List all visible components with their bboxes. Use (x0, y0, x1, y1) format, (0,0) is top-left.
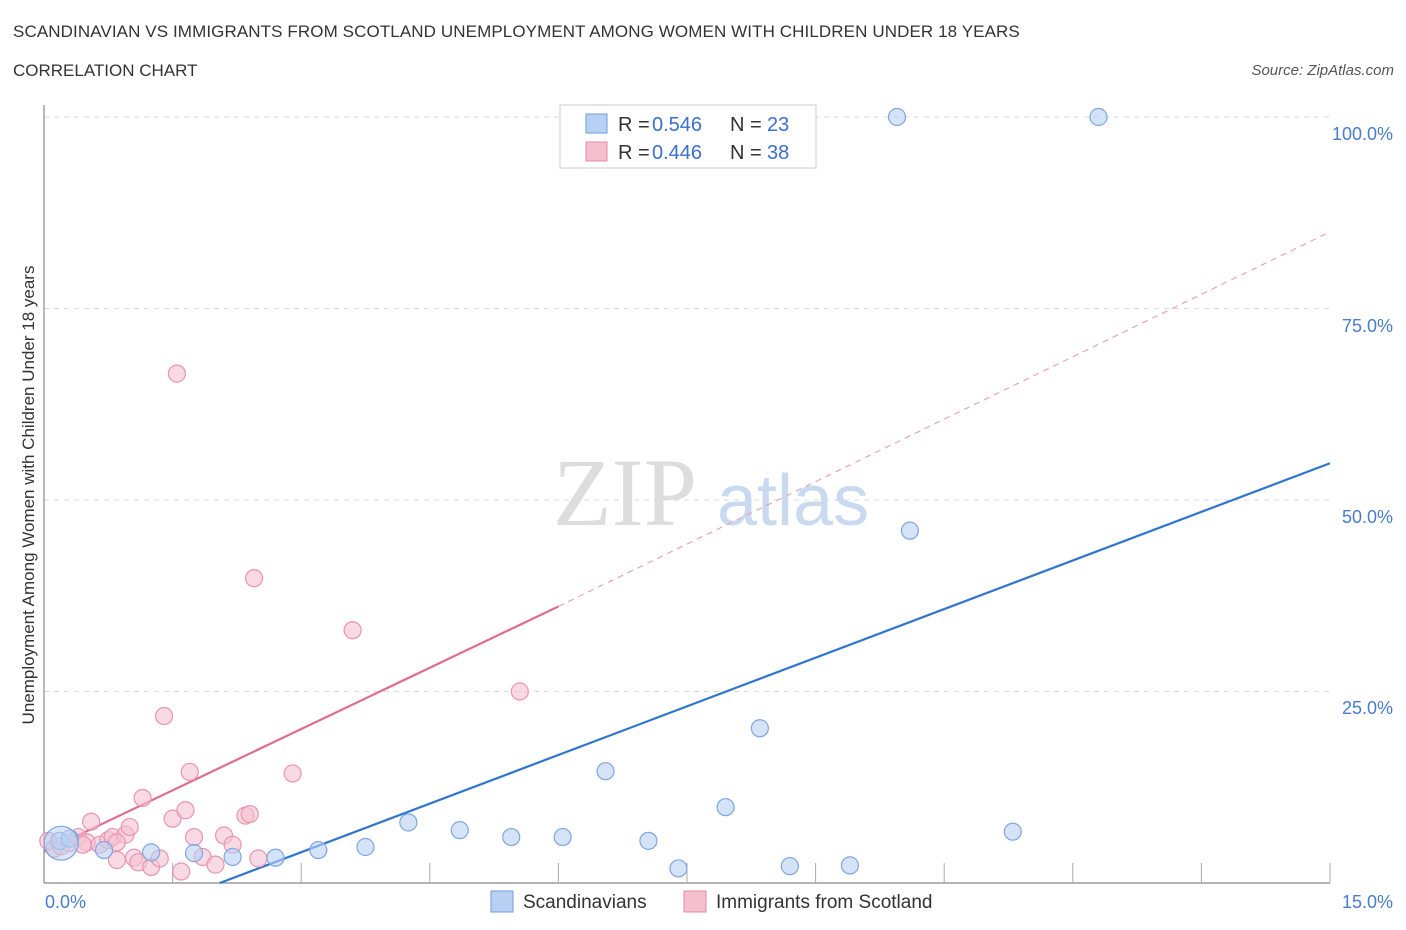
bottom-legend-label-scandinavians: Scandinavians (523, 892, 647, 913)
immigrants-point-18 (154, 706, 174, 726)
immigrants-point-21 (176, 801, 195, 820)
immigrants-point-19 (163, 809, 182, 828)
immigrants-point-32 (249, 849, 268, 868)
scandinavians-point-13 (596, 762, 615, 781)
immigrants-point-6 (82, 812, 101, 831)
y-axis-title: Unemployment Among Women with Children U… (19, 266, 38, 725)
y-tick-labels: 100.0% 75.0% 50.0% 25.0% (1332, 124, 1393, 718)
scandinavians-point-12 (553, 827, 572, 847)
immigrants-point-25 (167, 364, 186, 383)
legend-n-value-pink: 38 (767, 142, 789, 164)
immigrants-point-31 (244, 569, 264, 588)
immigrants-point-15 (133, 788, 152, 808)
scandinavians-point-22 (887, 107, 907, 127)
legend-r-value-blue: 0.546 (652, 114, 702, 136)
chart-title: SCANDINAVIAN VS IMMIGRANTS FROM SCOTLAND… (13, 22, 1020, 41)
legend-swatch-blue (585, 113, 608, 134)
scandinavians-point-20 (900, 521, 920, 540)
legend-n-value-blue: 23 (767, 114, 789, 136)
scandinavians-point-14 (639, 831, 658, 850)
watermark-zip: ZIP (553, 439, 697, 546)
scandinavians-point-18 (780, 857, 799, 876)
watermark-atlas: atlas (717, 461, 869, 541)
immigrants-point-34 (343, 621, 362, 640)
scandinavians-point-8 (356, 837, 375, 857)
source-note: Source: ZipAtlas.com (1251, 62, 1394, 79)
trend-line-extension (558, 231, 1331, 608)
scandinavians-point-2 (94, 840, 114, 860)
scandinavians-point-5 (223, 847, 242, 867)
scandinavians-point-17 (750, 719, 769, 738)
bottom-legend: Scandinavians Immigrants from Scotland (490, 890, 932, 913)
y-tick-label-50: 50.0% (1342, 507, 1393, 527)
scandinavians-point-6 (266, 848, 285, 867)
immigrants-point-33 (283, 764, 302, 783)
scandinavians-point-9 (399, 813, 418, 832)
immigrants-point-35 (510, 682, 529, 701)
data-points (39, 107, 1108, 881)
immigrants-point-26 (206, 855, 225, 874)
scandinavians-point-16 (716, 798, 735, 817)
scandinavians-point-23 (1089, 107, 1108, 127)
scandinavians-point-19 (840, 856, 859, 875)
bottom-legend-swatch-immigrants (683, 890, 707, 913)
trend-lines (43, 231, 1331, 885)
scandinavians-point-11 (502, 827, 521, 847)
scandinavians-cluster-point (43, 825, 79, 861)
trend-line-immigrants (43, 605, 559, 853)
bottom-legend-swatch-scandinavians (490, 890, 514, 913)
scandinavians-point-15 (669, 859, 688, 878)
scandinavians-point-4 (184, 844, 204, 863)
legend-n-label-pink: N = (730, 142, 762, 164)
legend-swatch-pink (585, 141, 608, 162)
legend-n-label-blue: N = (730, 114, 762, 136)
y-tick-label-25: 25.0% (1342, 698, 1393, 718)
scandinavians-point-10 (450, 821, 469, 840)
watermark: ZIP atlas (553, 439, 869, 546)
scandinavians-point-21 (1003, 822, 1022, 841)
chart-subtitle: CORRELATION CHART (13, 61, 198, 80)
scandinavians-point-3 (142, 843, 161, 862)
y-tick-label-75: 75.0% (1342, 316, 1393, 336)
legend-r-label-blue: R = (618, 114, 650, 136)
scandinavians-point-7 (309, 840, 328, 860)
immigrants-point-22 (180, 762, 199, 782)
bottom-legend-label-immigrants: Immigrants from Scotland (716, 892, 932, 913)
y-tick-label-100: 100.0% (1332, 124, 1393, 144)
immigrants-point-30 (240, 804, 259, 824)
x-tick-label-max: 15.0% (1342, 892, 1393, 912)
immigrants-point-23 (184, 827, 204, 847)
x-tick-label-min: 0.0% (45, 892, 86, 912)
legend-box: R = 0.546 N = 23 R = 0.446 N = 38 (559, 104, 817, 169)
immigrants-point-20 (172, 862, 191, 881)
gridlines (44, 116, 1330, 692)
immigrants-point-12 (120, 817, 139, 837)
trend-line-scandinavians (219, 462, 1331, 885)
x-axis-ticks (172, 863, 1331, 883)
legend-r-label-pink: R = (618, 142, 650, 164)
legend-r-value-pink: 0.446 (652, 142, 702, 164)
